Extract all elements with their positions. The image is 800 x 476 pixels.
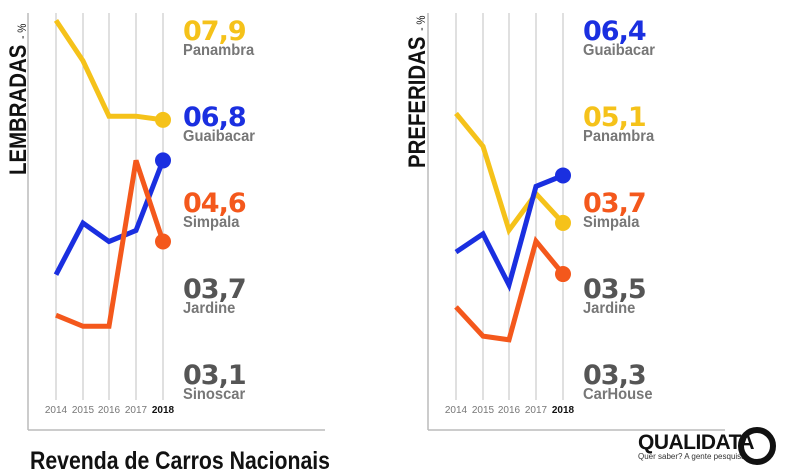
rank-value: 05,1	[583, 102, 647, 133]
rank-name: Simpala	[183, 214, 240, 231]
series-line-panambra	[53, 19, 164, 123]
rank-value: 03,7	[583, 188, 647, 219]
x-tick-label: 2018	[152, 405, 175, 416]
x-tick-label: 2018	[552, 405, 575, 416]
qualidata-logo: QUALIDATA Quer saber? A gente pesquisa.	[638, 427, 776, 465]
x-tick-label: 2016	[98, 405, 121, 416]
series-line-panambra	[454, 111, 565, 236]
rank-value: 03,7	[183, 274, 247, 305]
rank-name: Panambra	[583, 128, 655, 145]
logo-tagline: Quer saber? A gente pesquisa.	[638, 452, 748, 461]
endpoint-guaibacar	[155, 152, 171, 169]
right-y-label: PREFERIDAS - %	[404, 15, 431, 168]
series-line-guaibacar	[454, 173, 564, 292]
x-tick-label: 2017	[125, 405, 148, 416]
series-line-guaibacar	[53, 159, 166, 276]
logo-brand: QUALIDATA	[638, 431, 755, 454]
endpoint-simpala	[155, 233, 171, 250]
logo-q-icon	[738, 427, 776, 465]
x-tick-label: 2017	[525, 405, 548, 416]
rank-name: Sinoscar	[183, 386, 246, 403]
rank-name: Jardine	[583, 300, 636, 317]
x-tick-label: 2014	[445, 405, 468, 416]
x-tick-label: 2016	[498, 405, 521, 416]
page-title: Revenda de Carros Nacionais	[30, 447, 330, 475]
x-tick-label: 2015	[72, 405, 95, 416]
rank-name: Jardine	[183, 300, 236, 317]
series-line-simpala	[55, 159, 166, 329]
rank-name: Guaibacar	[583, 42, 656, 59]
rank-name: CarHouse	[583, 386, 653, 403]
rank-name: Guaibacar	[183, 128, 256, 145]
endpoint-panambra	[155, 111, 171, 128]
rank-value: 03,3	[583, 360, 647, 391]
x-tick-label: 2014	[45, 405, 68, 416]
endpoint-simpala	[555, 266, 571, 283]
rank-value: 07,9	[183, 16, 247, 47]
rank-value: 06,4	[583, 16, 647, 47]
endpoint-panambra	[555, 214, 571, 231]
endpoint-guaibacar	[555, 167, 571, 184]
rank-name: Simpala	[583, 214, 640, 231]
rank-name: Panambra	[183, 42, 255, 59]
rank-value: 03,5	[583, 274, 647, 305]
rank-value: 06,8	[183, 102, 247, 133]
left-y-label: LEMBRADAS - %	[5, 23, 32, 176]
series-line-simpala	[454, 235, 565, 343]
rank-value: 04,6	[183, 188, 247, 219]
x-tick-label: 2015	[472, 405, 495, 416]
rank-value: 03,1	[183, 360, 247, 391]
